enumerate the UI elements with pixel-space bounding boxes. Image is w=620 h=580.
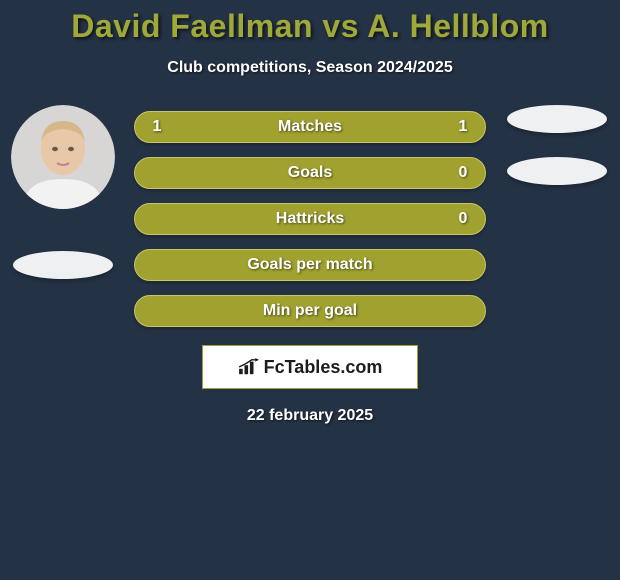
shadow-ellipse-right-2 <box>507 157 607 185</box>
stat-bar-goals: Goals 0 <box>134 157 486 189</box>
brand-text: FcTables.com <box>264 357 383 378</box>
stat-bar-matches: 1 Matches 1 <box>134 111 486 143</box>
main-row: 1 Matches 1 Goals 0 Hattricks 0 Goals pe… <box>0 105 620 327</box>
stat-left-value: 1 <box>149 118 165 136</box>
shadow-ellipse-right-1 <box>507 105 607 133</box>
stat-label: Goals <box>288 164 332 182</box>
player-left-column <box>8 105 118 279</box>
comparison-card: David Faellman vs A. Hellblom Club compe… <box>0 0 620 580</box>
shadow-ellipse-left <box>13 251 113 279</box>
stat-bar-hattricks: Hattricks 0 <box>134 203 486 235</box>
chart-icon <box>238 358 260 376</box>
player-left-photo <box>11 105 115 209</box>
stat-right-value: 0 <box>455 164 471 182</box>
page-title: David Faellman vs A. Hellblom <box>0 8 620 45</box>
brand-box: FcTables.com <box>202 345 418 389</box>
stat-right-value: 0 <box>455 210 471 228</box>
stat-label: Min per goal <box>263 302 357 320</box>
stat-label: Matches <box>278 118 342 136</box>
stat-bar-goals-per-match: Goals per match <box>134 249 486 281</box>
date-line: 22 february 2025 <box>0 407 620 425</box>
stat-bar-min-per-goal: Min per goal <box>134 295 486 327</box>
stat-right-value: 1 <box>455 118 471 136</box>
stat-label: Goals per match <box>247 256 372 274</box>
stats-bars: 1 Matches 1 Goals 0 Hattricks 0 Goals pe… <box>134 105 486 327</box>
subtitle: Club competitions, Season 2024/2025 <box>0 59 620 77</box>
stat-label: Hattricks <box>276 210 344 228</box>
avatar-icon <box>11 105 115 209</box>
player-right-column <box>502 105 612 185</box>
